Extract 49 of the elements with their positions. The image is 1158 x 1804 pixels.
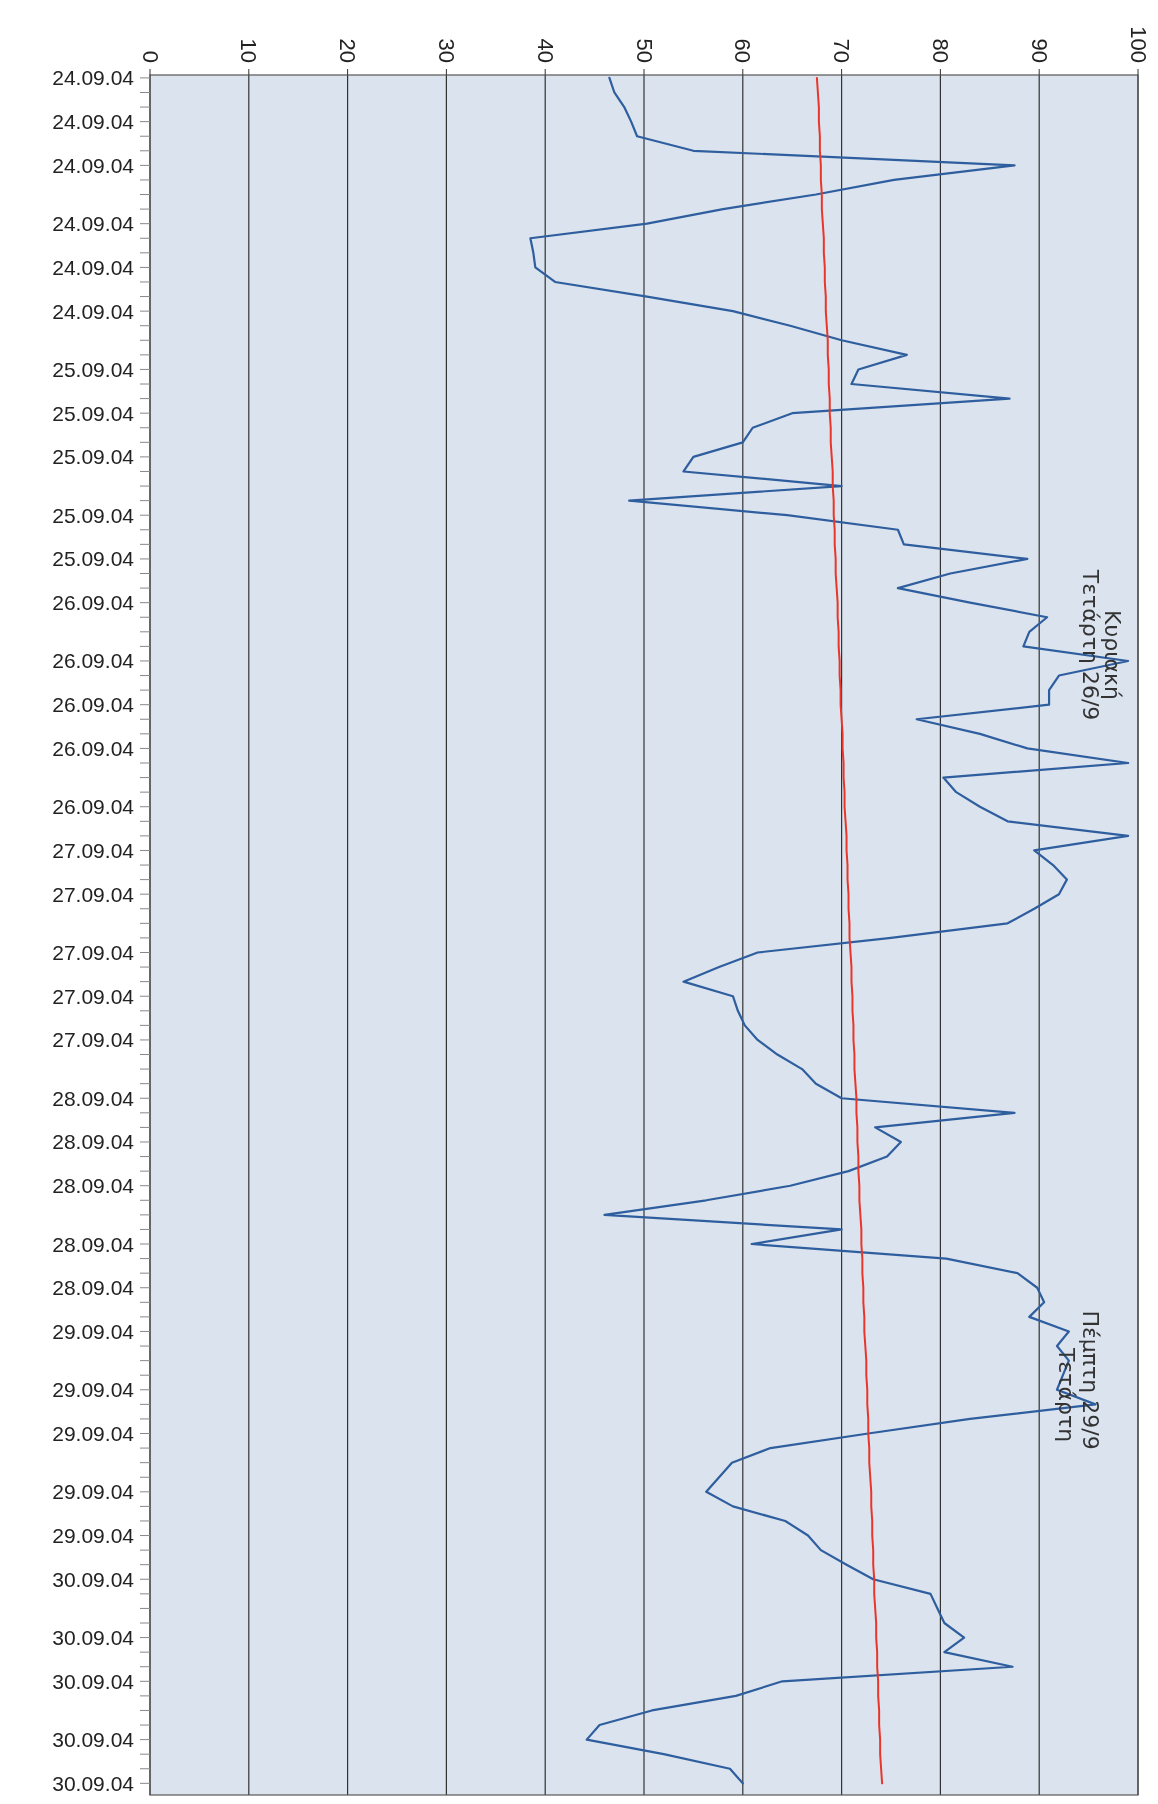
- y-tick-label: 24.09.04: [52, 299, 135, 323]
- x-tick-label: 40: [532, 38, 558, 63]
- x-tick-label: 0: [137, 50, 163, 63]
- y-tick-label: 25.09.04: [52, 445, 135, 469]
- y-tick-label: 24.09.04: [52, 212, 135, 236]
- x-tick-label: 50: [631, 38, 657, 63]
- y-tick-label: 27.09.04: [52, 984, 135, 1008]
- y-tick-label: 26.09.04: [52, 736, 135, 760]
- y-tick-label: 27.09.04: [52, 838, 135, 862]
- y-tick-label: 29.09.04: [52, 1422, 135, 1446]
- y-tick-label: 25.09.04: [52, 503, 135, 527]
- y-tick-label: 30.09.04: [52, 1626, 135, 1650]
- y-tick-label: 28.09.04: [52, 1130, 135, 1154]
- y-tick-label: 28.09.04: [52, 1086, 135, 1110]
- y-tick-label: 29.09.04: [52, 1319, 135, 1343]
- x-tick-label: 70: [829, 38, 855, 63]
- x-tick-label: 10: [236, 38, 262, 63]
- x-tick-label: 30: [433, 38, 459, 63]
- y-tick-label: 28.09.04: [52, 1174, 135, 1198]
- y-tick-label: 25.09.04: [52, 547, 135, 571]
- y-tick-label: 26.09.04: [52, 591, 135, 615]
- y-tick-label: 24.09.04: [52, 255, 135, 279]
- x-tick-label: 80: [927, 38, 953, 63]
- y-tick-label: 29.09.04: [52, 1524, 135, 1548]
- y-tick-label: 30.09.04: [52, 1669, 135, 1693]
- y-tick-label: 24.09.04: [52, 153, 135, 177]
- x-tick-label: 20: [335, 38, 361, 63]
- annotation: Πέμπτη 29/9: [1077, 1310, 1103, 1450]
- y-tick-label: 24.09.04: [52, 110, 135, 134]
- y-tick-label: 30.09.04: [52, 1728, 135, 1752]
- y-tick-label: 28.09.04: [52, 1276, 135, 1300]
- y-tick-label: 25.09.04: [52, 401, 135, 425]
- x-tick-label: 90: [1026, 38, 1052, 63]
- x-tick-label: 100: [1125, 26, 1151, 63]
- x-tick-label: 60: [730, 38, 756, 63]
- y-tick-label: 27.09.04: [52, 940, 135, 964]
- y-tick-label: 29.09.04: [52, 1378, 135, 1402]
- y-tick-label: 30.09.04: [52, 1567, 135, 1591]
- y-tick-label: 30.09.04: [52, 1771, 135, 1795]
- y-tick-label: 25.09.04: [52, 357, 135, 381]
- y-tick-label: 24.09.04: [52, 66, 135, 90]
- y-tick-label: 27.09.04: [52, 1028, 135, 1052]
- annotation: Τετάρτη: [1053, 1346, 1079, 1443]
- y-tick-label: 26.09.04: [52, 693, 135, 717]
- y-tick-label: 29.09.04: [52, 1480, 135, 1504]
- y-tick-label: 26.09.04: [52, 795, 135, 819]
- y-tick-label: 27.09.04: [52, 882, 135, 906]
- y-tick-label: 28.09.04: [52, 1232, 135, 1256]
- y-tick-label: 26.09.04: [52, 649, 135, 673]
